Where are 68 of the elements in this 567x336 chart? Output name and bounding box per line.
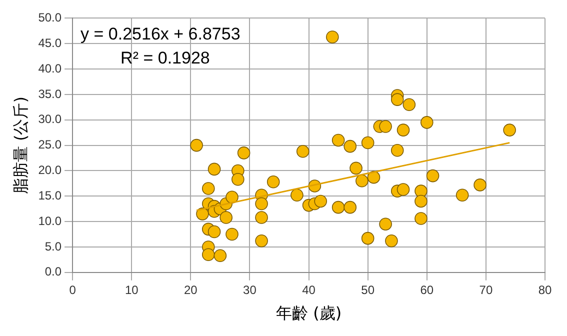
- point: [314, 194, 327, 208]
- point: [426, 169, 440, 182]
- x-tick-label: 50: [361, 282, 375, 297]
- point: [344, 140, 357, 153]
- point: [414, 212, 428, 225]
- point: [390, 144, 404, 157]
- point: [296, 145, 310, 158]
- y-tick-label: 5.0: [44, 239, 62, 254]
- point: [208, 162, 221, 176]
- x-axis-title: 年齡 (歲): [276, 304, 342, 323]
- point: [350, 162, 362, 175]
- y-tick-label: 20.0: [38, 163, 62, 178]
- point: [266, 176, 280, 188]
- point: [420, 116, 434, 129]
- y-tick-label: 25.0: [38, 138, 62, 152]
- point: [326, 30, 339, 44]
- point: [390, 93, 404, 106]
- point: [367, 170, 380, 184]
- point: [396, 183, 410, 196]
- x-tick-label: 60: [420, 282, 434, 297]
- point: [220, 211, 232, 224]
- point: [332, 134, 345, 147]
- x-tick-label: 30: [243, 282, 257, 297]
- x-tick-label: 20: [184, 282, 198, 297]
- point: [456, 188, 469, 202]
- point: [202, 182, 215, 195]
- point: [503, 124, 516, 136]
- annotation: R² = 0.1928: [120, 48, 210, 68]
- point: [356, 174, 368, 188]
- y-tick-label: 15.0: [38, 188, 62, 202]
- y-tick-label: 35.0: [38, 86, 62, 101]
- point: [208, 225, 221, 238]
- point: [190, 138, 203, 152]
- point: [396, 124, 410, 136]
- point: [332, 200, 345, 214]
- point: [232, 172, 244, 186]
- y-axis-title: 脂肪量 (公斤): [10, 96, 30, 194]
- x-tick-label: 40: [302, 282, 316, 297]
- point: [255, 234, 268, 248]
- point: [361, 232, 374, 245]
- point: [402, 98, 416, 112]
- point: [385, 234, 398, 248]
- point: [202, 248, 215, 262]
- y-tick-label: 0.0: [44, 264, 62, 279]
- y-tick-label: 30.0: [38, 112, 62, 126]
- point: [226, 190, 238, 204]
- y-tick-label: 40.0: [38, 61, 62, 76]
- point: [255, 211, 268, 224]
- y-tick-label: 50.0: [38, 10, 62, 25]
- point: [414, 184, 428, 198]
- point: [414, 194, 428, 208]
- point: [214, 249, 227, 262]
- x-tick-label: 80: [538, 282, 552, 297]
- point: [255, 197, 268, 210]
- point: [361, 136, 374, 150]
- point: [344, 200, 357, 214]
- point: [226, 228, 238, 241]
- y-tick-label: 45.0: [38, 36, 62, 50]
- annotation: y = 0.2516x + 6.8753: [80, 24, 240, 44]
- point: [290, 188, 304, 202]
- x-tick-label: 70: [479, 282, 493, 297]
- y-tick-label: 10.0: [38, 214, 62, 228]
- x-tick-label: 10: [124, 282, 139, 297]
- x-tick-label: 0: [69, 282, 76, 297]
- point: [379, 120, 392, 133]
- point: [474, 178, 486, 192]
- point: [237, 146, 250, 160]
- point: [379, 218, 392, 230]
